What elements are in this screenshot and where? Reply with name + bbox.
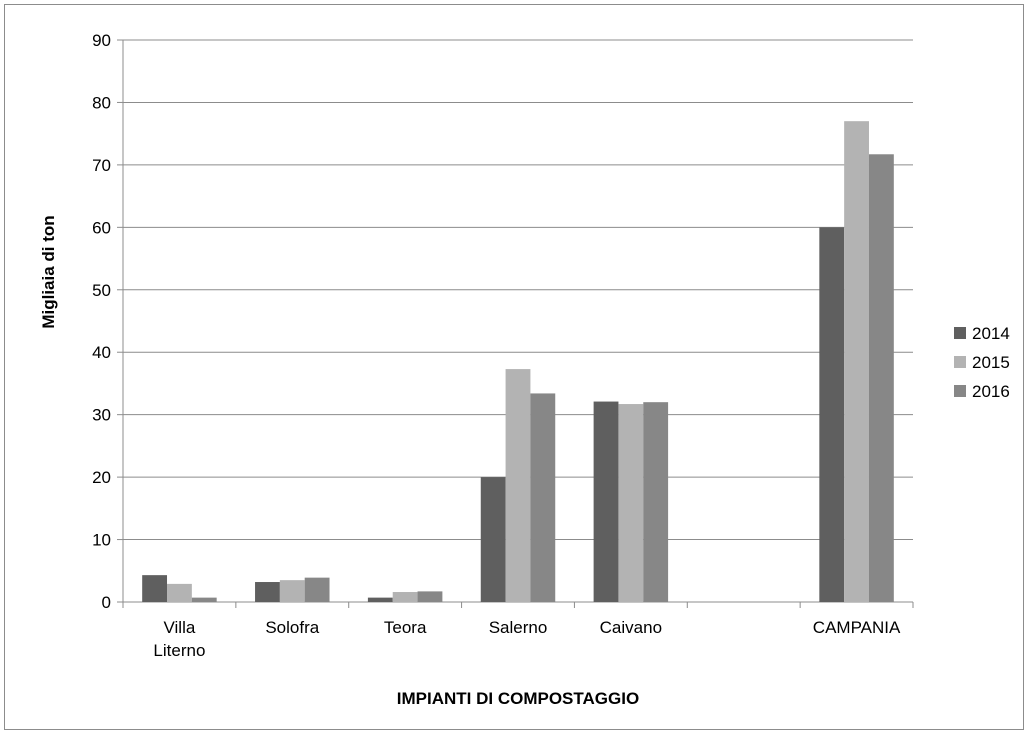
y-tick-label-20: 20 xyxy=(92,468,111,487)
bar-chart: 0 10 20 30 40 50 60 70 80 90 Villa Literno Solofra Te… xyxy=(39,31,1010,708)
y-tick-label-30: 30 xyxy=(92,406,111,425)
x-category-label: Literno xyxy=(153,641,205,660)
bar-2016-2 xyxy=(417,591,443,602)
y-tick-label-50: 50 xyxy=(92,281,111,300)
x-category-label: Salerno xyxy=(489,618,548,637)
bar-2016-0 xyxy=(191,597,217,602)
x-category-label: CAMPANIA xyxy=(813,618,901,637)
bar-2015-2 xyxy=(392,592,418,602)
bar-2016-6 xyxy=(868,154,894,603)
y-tick-label-60: 60 xyxy=(92,218,111,237)
bar-2014-6 xyxy=(819,227,845,603)
y-tick-label-40: 40 xyxy=(92,343,111,362)
legend-swatch-2016 xyxy=(954,385,966,397)
bar-2014-2 xyxy=(367,597,393,602)
x-category-label: Teora xyxy=(384,618,427,637)
y-tick-label-0: 0 xyxy=(102,593,111,612)
bar-2014-1 xyxy=(255,582,280,602)
bar-2016-4 xyxy=(643,402,669,602)
bar-2016-3 xyxy=(530,393,556,602)
bar-2015-3 xyxy=(505,369,531,602)
legend-swatch-2015 xyxy=(954,356,966,368)
bar-2016-1 xyxy=(304,577,330,602)
y-axis-title: Migliaia di ton xyxy=(39,215,58,328)
y-tick-label-80: 80 xyxy=(92,93,111,112)
bar-2014-3 xyxy=(480,477,506,602)
bar-2014-4 xyxy=(593,401,619,602)
bar-2014-0 xyxy=(142,575,168,602)
bar-2015-4 xyxy=(618,404,644,602)
legend-swatch-2014 xyxy=(954,327,966,339)
bar-2015-0 xyxy=(167,583,192,602)
x-category-label: Solofra xyxy=(265,618,319,637)
y-tick-label-90: 90 xyxy=(92,31,111,50)
chart-frame: 0 10 20 30 40 50 60 70 80 90 Villa Literno Solofra Te… xyxy=(4,4,1024,730)
x-category-label: Caivano xyxy=(600,618,662,637)
legend-label-2014: 2014 xyxy=(972,324,1010,343)
bar-2015-6 xyxy=(844,121,869,602)
legend-label-2015: 2015 xyxy=(972,353,1010,372)
y-tick-label-70: 70 xyxy=(92,156,111,175)
y-tick-label-10: 10 xyxy=(92,531,111,550)
bar-2015-1 xyxy=(279,580,305,602)
legend-label-2016: 2016 xyxy=(972,382,1010,401)
x-axis-title: IMPIANTI DI COMPOSTAGGIO xyxy=(397,689,639,708)
x-category-label: Villa xyxy=(164,618,196,637)
